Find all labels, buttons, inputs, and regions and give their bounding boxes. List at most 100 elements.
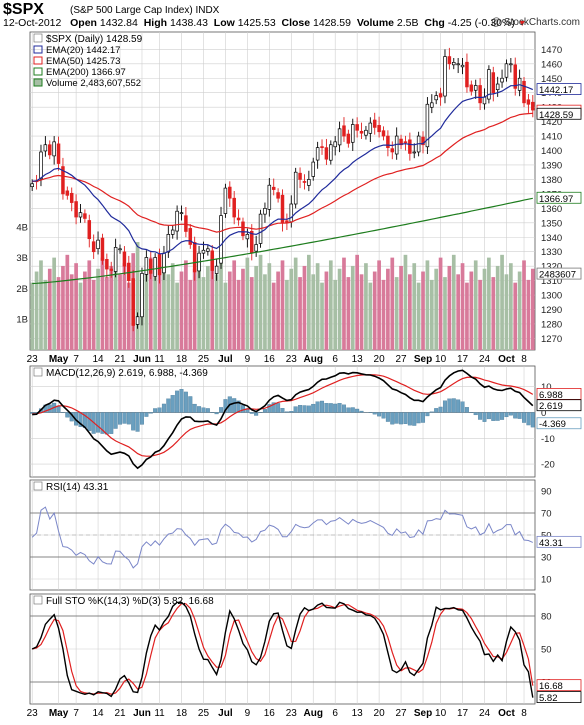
price-panel-last-value-label: 1442.17 [539, 85, 573, 96]
low-label: Low [213, 17, 235, 29]
macd-panel-title: MACD(12,26,9) 2.619, 6.988, -4.369 [46, 368, 208, 379]
price-panel-x-tick-label: 20 [374, 354, 386, 365]
macd-histogram-bar [153, 408, 158, 413]
candle-body [100, 237, 105, 261]
volume-bar [390, 257, 395, 350]
price-panel-x-tick-label: 23 [27, 354, 39, 365]
macd-histogram-bar [381, 412, 386, 419]
volume-bar [65, 254, 70, 350]
high-value: 1438.43 [169, 17, 208, 29]
candle-body [460, 64, 465, 68]
macd-panel-y-tick-label: 10 [541, 382, 552, 393]
volume-bar [285, 279, 289, 350]
macd-histogram-bar [144, 412, 149, 417]
volume-bar [236, 279, 241, 350]
macd-histogram-bar [197, 406, 202, 413]
macd-histogram-bar [118, 412, 123, 425]
candle-body [175, 210, 179, 232]
volume-bar [324, 271, 329, 350]
macd-histogram-bar [407, 412, 412, 426]
candle-body [113, 247, 118, 272]
price-panel-y-tick-label: 1460 [541, 59, 562, 70]
candle-body [153, 257, 157, 277]
macd-histogram-bar [148, 412, 153, 414]
macd-histogram-bar [456, 399, 461, 413]
volume-bar [179, 271, 184, 350]
candle-body [377, 125, 381, 133]
candle-body [320, 146, 324, 148]
volume-bar [399, 265, 403, 350]
volume-bar [122, 263, 127, 350]
volume-bar [412, 263, 417, 350]
candle-body [30, 183, 34, 188]
candle-body [179, 212, 184, 215]
volume-bar [530, 268, 535, 350]
macd-histogram-bar [482, 412, 487, 422]
macd-histogram-bar [104, 412, 109, 435]
sto-panel-x-tick-label: 23 [27, 708, 39, 719]
volume-bar [56, 277, 61, 350]
candle-body [56, 143, 61, 164]
sto-panel-x-tick-label: 20 [374, 708, 386, 719]
volume-bar [495, 265, 500, 350]
macd-histogram-bar [320, 400, 325, 413]
macd-panel-y-tick-label: -10 [541, 434, 555, 445]
candle-body [355, 124, 359, 131]
price-panel-x-tick-label: Sep [414, 354, 432, 365]
price-panel-last-value-label: 1428.59 [539, 110, 573, 121]
macd-line [32, 369, 534, 470]
macd-histogram-bar [464, 407, 469, 413]
sto-panel-x-tick-label: 10 [435, 708, 447, 719]
volume-bar [377, 260, 381, 350]
candle-body [43, 144, 48, 152]
sto-panel-x-tick-label: Sep [414, 708, 432, 719]
open-value: 1432.84 [99, 17, 138, 29]
candle-body [298, 172, 302, 180]
volume-bar [109, 265, 114, 350]
volume-bar [350, 265, 355, 350]
price-panel-y-tick-label: 1270 [541, 334, 562, 345]
macd-histogram-bar [183, 391, 188, 413]
macd-histogram-bar [267, 404, 272, 413]
candle-body [135, 316, 140, 325]
price-panel-y-tick-label: 1280 [541, 319, 562, 330]
candle-body [219, 215, 223, 264]
macd-histogram-bar [240, 405, 245, 413]
macd-signal-line [32, 374, 534, 457]
price-panel-x-tick-label: 21 [114, 354, 126, 365]
date-value: 12-Oct-2012 [3, 17, 62, 29]
candle-body [48, 144, 52, 156]
macd-histogram-bar [179, 389, 184, 413]
candle-body [311, 161, 315, 177]
sto-panel-x-tick-label: 25 [198, 708, 210, 719]
price-panel-y-tick-label: 1330 [541, 247, 562, 258]
close-label: Close [281, 17, 311, 29]
price-panel-y-tick-label: 1380 [541, 175, 562, 186]
candle-body [188, 228, 193, 245]
candle-body [236, 217, 241, 221]
macd-panel-y-tick-label: 0 [541, 408, 546, 419]
price-panel-x-tick-label: 8 [521, 354, 527, 365]
volume-bar [302, 265, 307, 350]
macd-histogram-bar [232, 398, 237, 413]
macd-histogram-bar [284, 411, 289, 413]
volume-bar [214, 274, 219, 350]
price-panel-last-value-box [536, 83, 582, 95]
ema50-line [32, 112, 533, 233]
candle-body [250, 230, 254, 254]
volume-bar [315, 263, 320, 350]
ohlc-summary: 12-Oct-2012 Open 1432.84 High 1438.43 Lo… [3, 17, 527, 29]
candle-body [447, 56, 452, 65]
legend-swatch [33, 56, 43, 65]
candle-body [302, 181, 307, 183]
legend-entry: EMA(50) 1425.73 [46, 56, 120, 67]
candle-body [223, 187, 228, 214]
volume-bar [500, 254, 504, 350]
candle-body [421, 136, 425, 146]
candle-body [456, 63, 460, 66]
price-panel-x-tick-label: 14 [93, 354, 105, 365]
ema200-line [32, 197, 533, 285]
macd-panel-last-value-box [536, 399, 582, 412]
macd-histogram-bar [412, 412, 417, 426]
macd-histogram-bar [429, 411, 434, 413]
